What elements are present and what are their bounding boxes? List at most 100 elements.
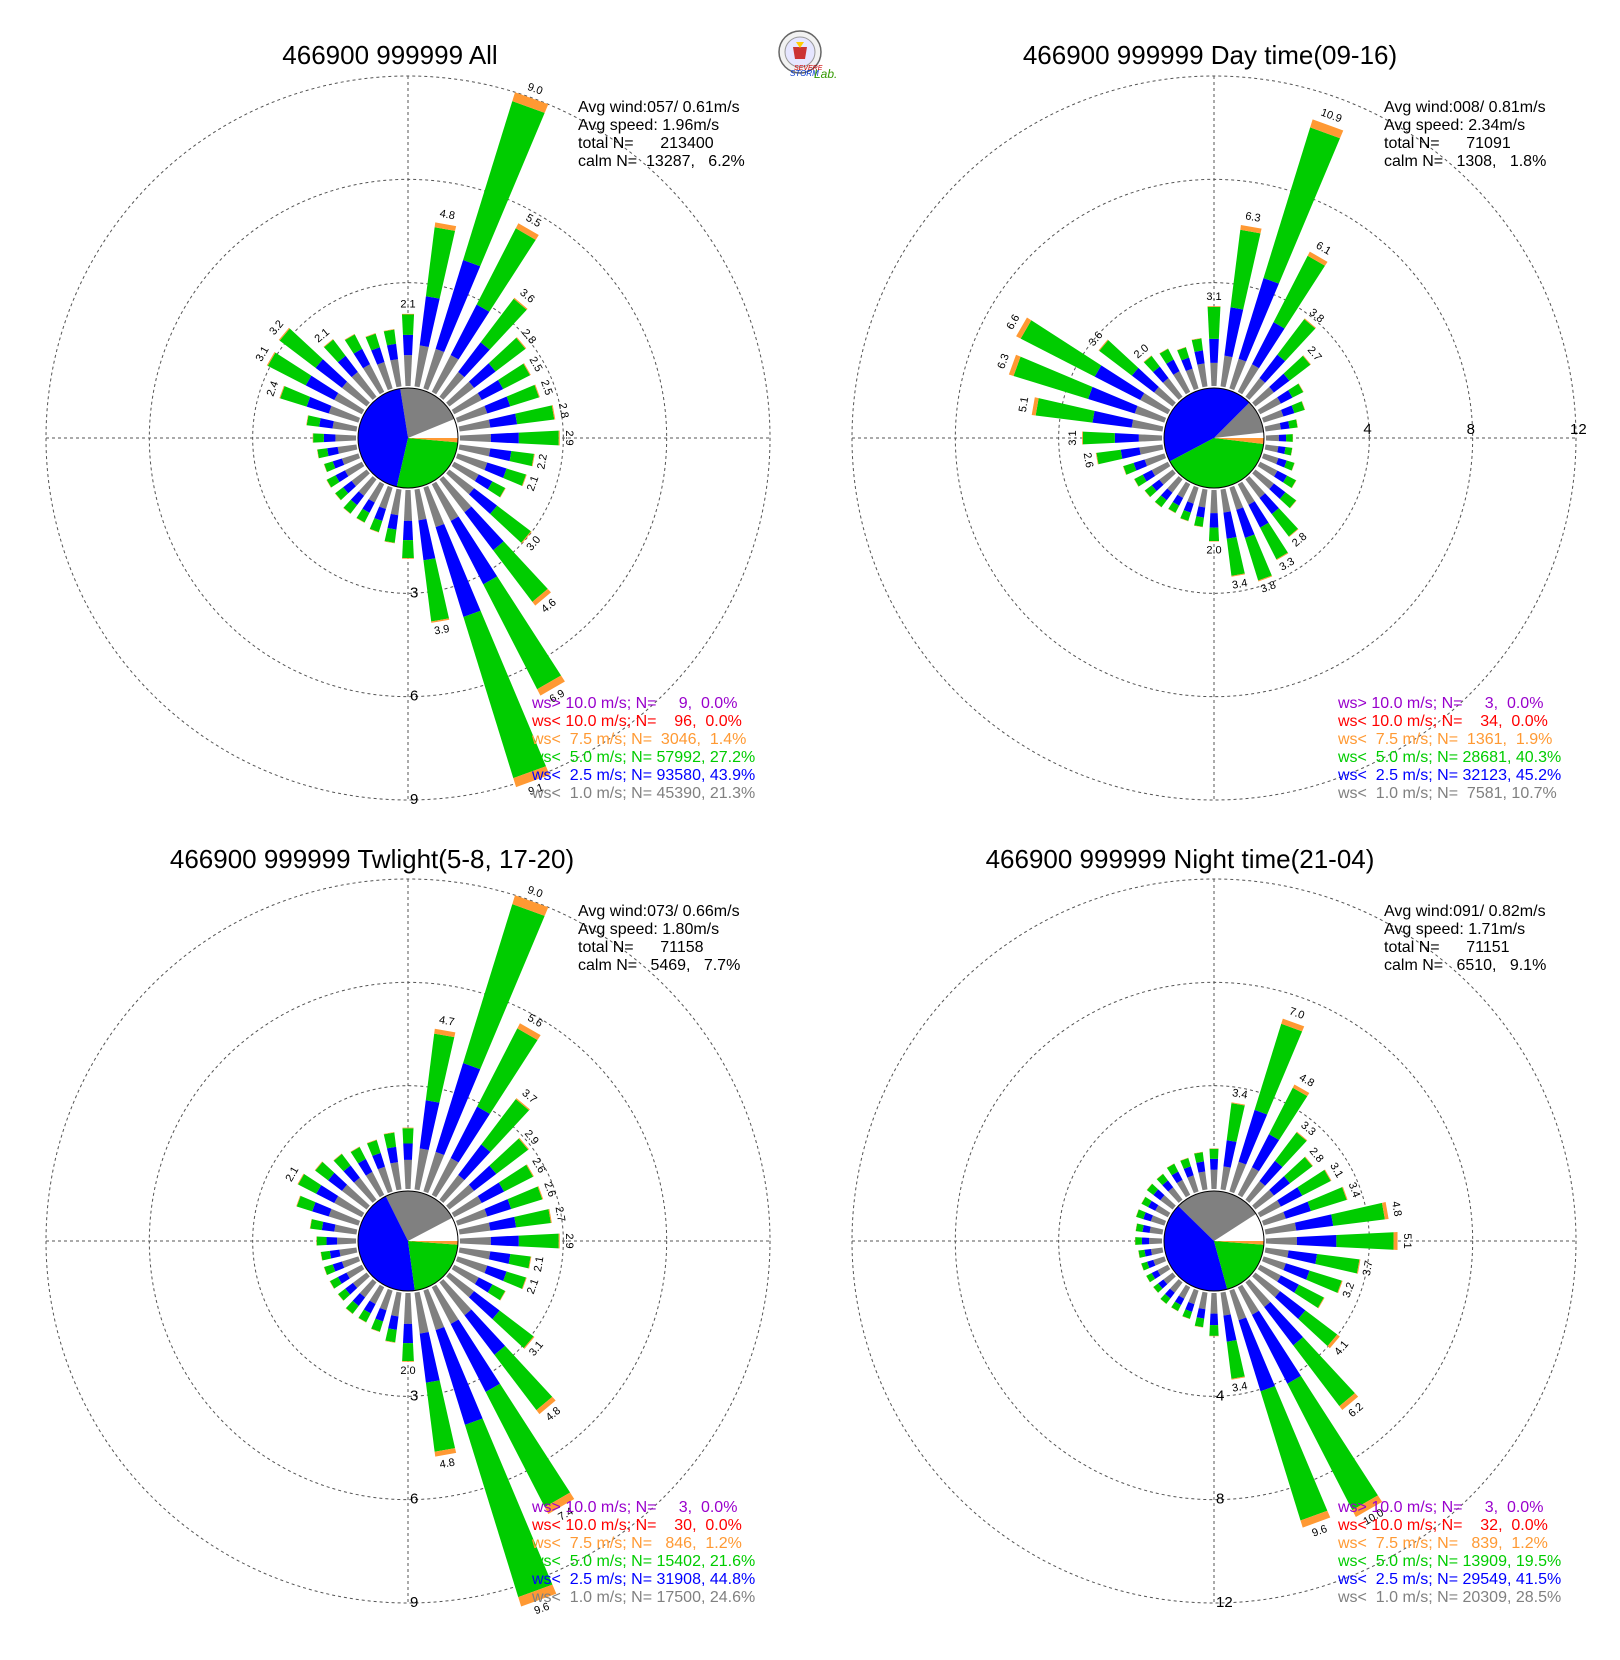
wind-bar-segment bbox=[385, 1328, 397, 1343]
wind-bar-segment bbox=[312, 1202, 332, 1217]
wind-bar-segment bbox=[431, 1157, 459, 1198]
legend-entry: ws< 5.0 m/s; N= 28681, 40.3% bbox=[1337, 749, 1561, 766]
bar-total-label: 2.6 bbox=[1081, 452, 1095, 469]
wind-bar-segment bbox=[536, 1396, 556, 1415]
stat-line: calm N= 13287, 6.2% bbox=[578, 153, 745, 170]
wind-bar-segment bbox=[356, 508, 370, 523]
wind-bar-segment bbox=[1151, 461, 1171, 476]
wind-bar-segment bbox=[419, 1100, 440, 1150]
wind-bar-segment bbox=[383, 329, 397, 346]
wind-bar-segment bbox=[509, 451, 535, 467]
stat-line: calm N= 1308, 1.8% bbox=[1384, 153, 1546, 170]
wind-bar-segment bbox=[1245, 1181, 1266, 1203]
wind-bar-segment bbox=[1223, 511, 1237, 539]
wind-bar-segment bbox=[1304, 318, 1317, 329]
wind-bar-segment bbox=[365, 333, 380, 351]
wind-bar-segment bbox=[1134, 405, 1167, 423]
speed-pie-slice bbox=[1214, 1241, 1264, 1245]
wind-bar-segment bbox=[1284, 1157, 1313, 1184]
wind-bar-segment bbox=[1236, 507, 1255, 539]
wind-bar-segment bbox=[1251, 322, 1285, 369]
wind-bar-segment bbox=[403, 520, 413, 541]
wind-bar-segment bbox=[1149, 1237, 1163, 1245]
wind-bar-segment bbox=[1238, 278, 1279, 362]
wind-bar-segment bbox=[1259, 354, 1286, 383]
wind-bar-segment bbox=[498, 1164, 534, 1192]
wind-bar-segment bbox=[324, 1264, 336, 1276]
wind-bar-segment bbox=[317, 448, 329, 459]
wind-bar-segment bbox=[1220, 1291, 1231, 1316]
wind-bar-segment bbox=[490, 505, 531, 543]
wind-bar-segment bbox=[1220, 488, 1231, 513]
wind-bar-segment bbox=[343, 507, 351, 514]
wind-bar-segment bbox=[435, 1327, 483, 1425]
wind-bar-segment bbox=[1281, 1018, 1305, 1032]
wind-bar-segment bbox=[1194, 350, 1205, 365]
wind-bar-segment bbox=[1146, 1183, 1159, 1195]
wind-bar-segment bbox=[333, 1153, 342, 1161]
wind-bar-segment bbox=[316, 1236, 327, 1246]
wind-bar-segment bbox=[1237, 481, 1255, 505]
bar-total-label: 9.6 bbox=[1310, 1523, 1328, 1540]
wind-bar-segment bbox=[1252, 1189, 1274, 1210]
speed-pie-slice bbox=[1214, 1241, 1264, 1290]
speed-pie-slice bbox=[1214, 402, 1264, 438]
wind-bar-segment bbox=[537, 1186, 544, 1200]
logo-text-storm: STORM bbox=[790, 69, 819, 78]
wind-bar-segment bbox=[1274, 1132, 1307, 1168]
wind-bar-segment bbox=[383, 1132, 397, 1149]
bar-total-label: 3.4 bbox=[1231, 1380, 1248, 1394]
bar-total-label: 5.5 bbox=[524, 212, 543, 230]
wind-bar-segment bbox=[423, 1288, 445, 1331]
wind-bar-segment bbox=[358, 476, 377, 496]
wind-bar-segment bbox=[1287, 1375, 1378, 1511]
wind-bar-segment bbox=[490, 432, 519, 444]
wind-bar-segment bbox=[1393, 1232, 1398, 1250]
wind-bar-segment bbox=[334, 393, 365, 415]
wind-bar-segment bbox=[305, 375, 339, 401]
wind-bar-segment bbox=[1207, 306, 1221, 307]
wind-bar-segment bbox=[1296, 1235, 1337, 1247]
wind-bar-segment bbox=[1008, 354, 1021, 376]
stat-line: Avg speed: 2.34m/s bbox=[1384, 117, 1525, 134]
wind-bar-segment bbox=[326, 475, 340, 488]
wind-bar-segment bbox=[464, 1418, 553, 1598]
wind-bar-segment bbox=[1142, 470, 1156, 482]
wind-bar-segment bbox=[1180, 518, 1189, 522]
wind-bar-segment bbox=[1166, 1163, 1179, 1176]
wind-bar-segment bbox=[551, 405, 556, 420]
wind-bar-segment bbox=[1180, 1157, 1191, 1169]
wind-bar-segment bbox=[514, 1209, 551, 1228]
wind-bar-segment bbox=[1164, 1288, 1175, 1299]
wind-bar-segment bbox=[499, 1290, 506, 1301]
wind-bar-segment bbox=[1226, 1103, 1245, 1142]
wind-bar-segment bbox=[1298, 1310, 1338, 1347]
wind-bar-segment bbox=[344, 334, 363, 354]
wind-bar-segment bbox=[1220, 355, 1233, 388]
wind-bar-segment bbox=[1191, 338, 1203, 352]
wind-bar-segment bbox=[1251, 1134, 1280, 1172]
legend-entry: ws< 5.0 m/s; N= 15402, 21.6% bbox=[531, 1553, 755, 1570]
wind-bar-segment bbox=[1274, 1291, 1306, 1319]
wind-bar-segment bbox=[512, 92, 549, 113]
wind-bar-segment bbox=[1276, 552, 1289, 561]
wind-bar-segment bbox=[402, 1361, 414, 1362]
wind-bar-segment bbox=[1182, 1316, 1190, 1320]
wind-bar-segment bbox=[1171, 1307, 1178, 1312]
wind-bar-segment bbox=[458, 444, 491, 457]
wind-bar-segment bbox=[476, 228, 536, 312]
wind-bar-segment bbox=[1120, 447, 1141, 459]
severe-storm-lab-logo: STORM SEVERE Lab. bbox=[778, 30, 837, 81]
wind-bar-segment bbox=[1198, 1291, 1208, 1310]
ring-label: 9 bbox=[410, 1594, 418, 1611]
legend-entry: ws< 10.0 m/s; N= 32, 0.0% bbox=[1337, 1517, 1548, 1534]
bar-total-label: 3.1 bbox=[1206, 291, 1221, 303]
wind-bar-segment bbox=[425, 1033, 455, 1103]
wind-bar-segment bbox=[1135, 1237, 1142, 1245]
speed-pie-slice bbox=[385, 1191, 453, 1241]
wind-bar-segment bbox=[401, 313, 415, 315]
wind-bar-segment bbox=[1264, 423, 1281, 432]
wind-bar-segment bbox=[384, 541, 395, 544]
stat-line: Avg wind:008/ 0.81m/s bbox=[1384, 99, 1546, 116]
wind-bar-segment bbox=[1180, 510, 1191, 522]
